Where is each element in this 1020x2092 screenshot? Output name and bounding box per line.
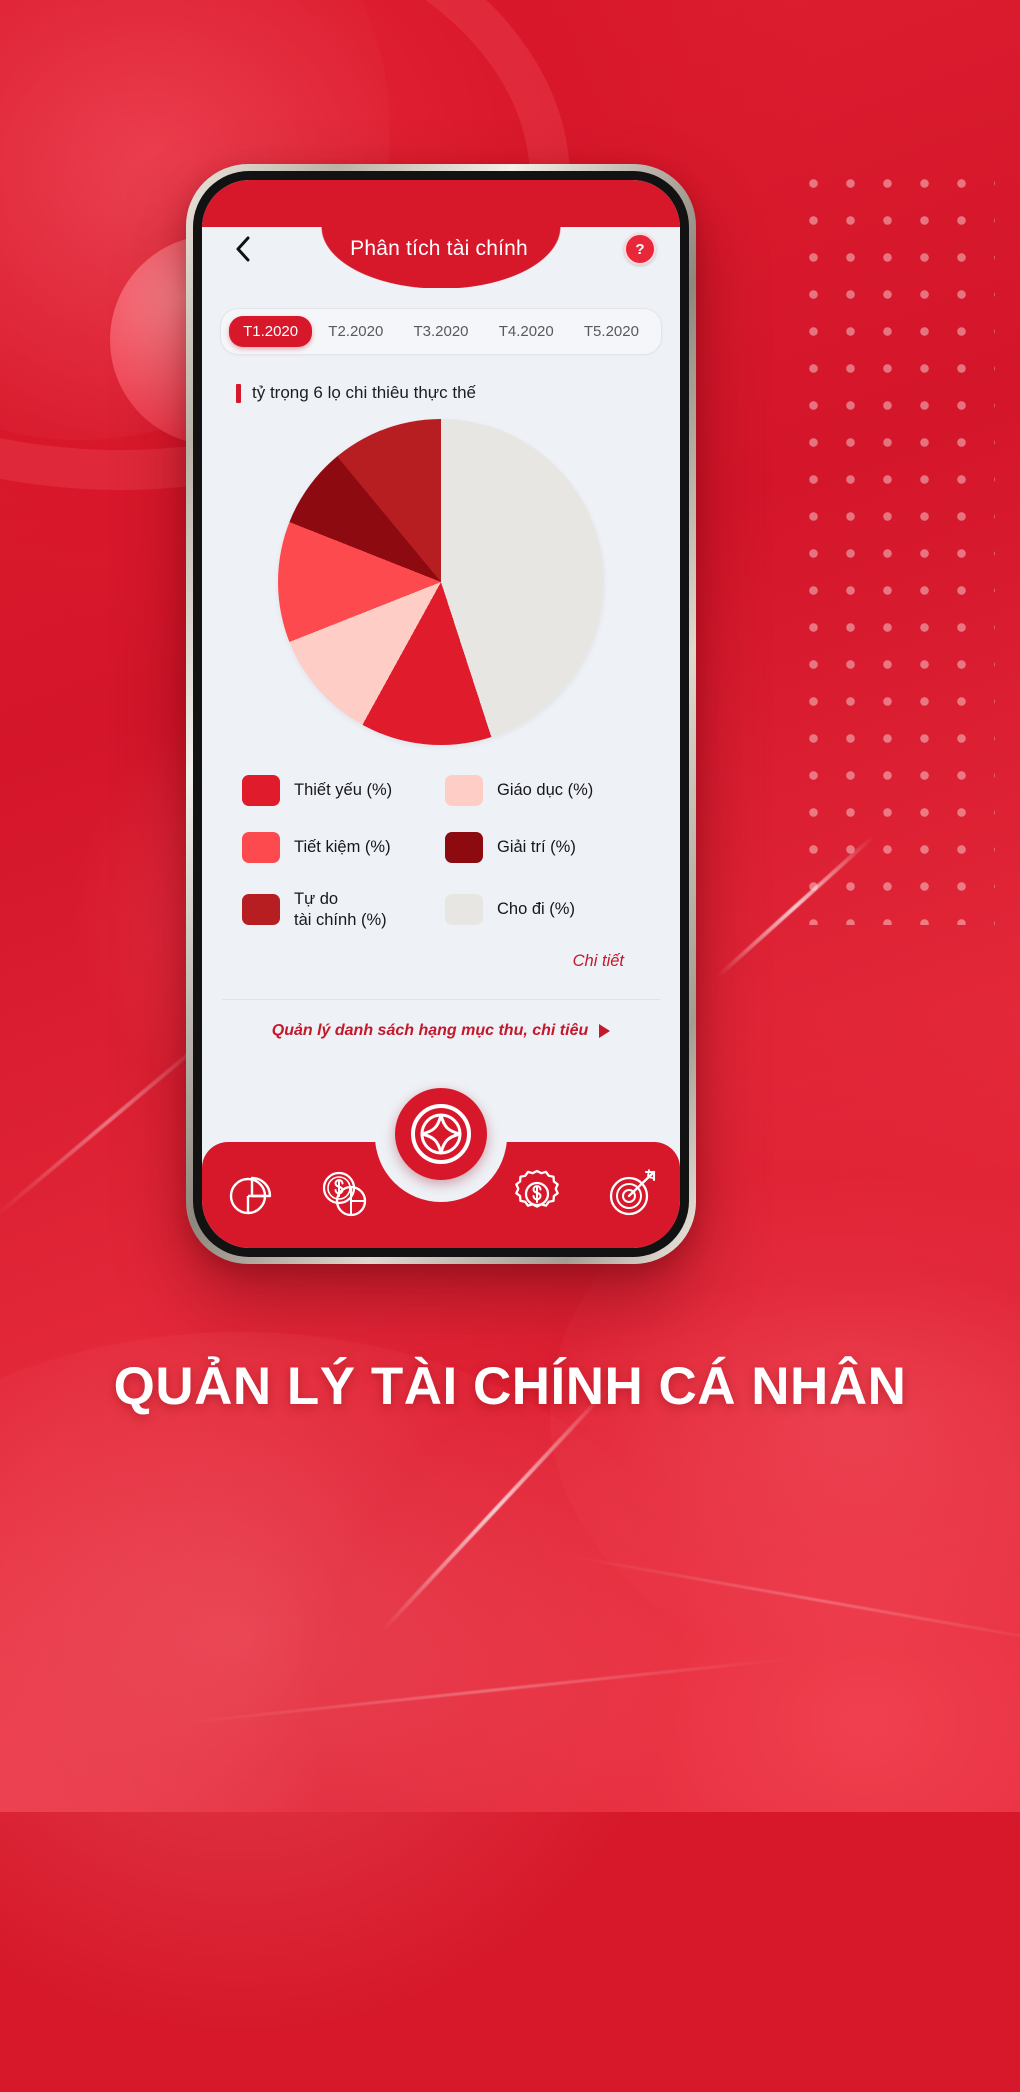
chart-title-text: tỷ trọng 6 lọ chi thiêu thực thế (252, 383, 477, 402)
gear-dollar-icon (510, 1167, 564, 1221)
tab-t4-2020[interactable]: T4.2020 (498, 323, 554, 340)
dot-grid-pattern (795, 165, 995, 925)
legend-label: Tự do tài chính (%) (294, 890, 387, 929)
legend-label: Cho đi (%) (497, 900, 575, 919)
tab-t5-2020[interactable]: T5.2020 (583, 323, 639, 340)
pie-chart[interactable] (278, 419, 604, 745)
light-streak-4 (181, 1656, 799, 1725)
manage-categories-link[interactable]: Quản lý danh sách hạng mục thu, chi tiêu (202, 1022, 680, 1040)
legend-label: Tiết kiệm (%) (294, 838, 391, 857)
legend-swatch (242, 775, 280, 806)
legend-label: Giải trí (%) (497, 838, 576, 857)
phone-mockup: Phân tích tài chính ? T1.2020 T2.2020 T3… (186, 164, 696, 1264)
month-tab-bar[interactable]: T1.2020 T2.2020 T3.2020 T4.2020 T5.2020 (220, 308, 662, 355)
app-logo-icon[interactable] (395, 1088, 487, 1180)
tab-t1-2020[interactable]: T1.2020 (229, 316, 313, 347)
page-title: Phân tích tài chính (350, 237, 528, 260)
legend-swatch (242, 832, 280, 863)
phone-bezel: Phân tích tài chính ? T1.2020 T2.2020 T3… (193, 171, 689, 1257)
chart-section-title: tỷ trọng 6 lọ chi thiêu thực thế (236, 383, 680, 403)
promo-headline: QUẢN LÝ TÀI CHÍNH CÁ NHÂN (113, 1357, 907, 1416)
tab-t3-2020[interactable]: T3.2020 (413, 323, 469, 340)
legend-item-giai-tri[interactable]: Giải trí (%) (445, 832, 640, 863)
legend-item-tu-do-tai-chinh[interactable]: Tự do tài chính (%) (242, 889, 437, 930)
phone-screen: Phân tích tài chính ? T1.2020 T2.2020 T3… (202, 180, 680, 1248)
chart-legend: Thiết yếu (%) Giáo dục (%) Tiết kiệm (%)… (242, 775, 640, 930)
header-notch (202, 227, 680, 289)
section-divider (222, 999, 660, 1001)
light-streak-5 (563, 1553, 1020, 1648)
nav-item-goals[interactable] (584, 1167, 680, 1221)
nav-item-settings[interactable] (489, 1167, 585, 1221)
nav-item-analytics[interactable] (202, 1168, 298, 1220)
detail-link[interactable]: Chi tiết (572, 952, 624, 971)
legend-label: Thiết yếu (%) (294, 781, 393, 800)
pie-chart-icon (224, 1168, 276, 1220)
pie-chart-container (202, 419, 680, 745)
legend-swatch (445, 775, 483, 806)
triangle-right-icon (599, 1024, 611, 1039)
manage-categories-label: Quản lý danh sách hạng mục thu, chi tiêu (271, 1022, 589, 1040)
target-arrow-icon (604, 1167, 660, 1221)
legend-label: Giáo dục (%) (497, 781, 594, 800)
legend-item-giao-duc[interactable]: Giáo dục (%) (445, 775, 640, 806)
legend-item-tiet-kiem[interactable]: Tiết kiệm (%) (242, 832, 437, 863)
legend-item-thiet-yeu[interactable]: Thiết yếu (%) (242, 775, 437, 806)
legend-swatch (242, 894, 280, 926)
nav-item-income[interactable] (298, 1167, 394, 1221)
tab-t2-2020[interactable]: T2.2020 (328, 323, 384, 340)
bottom-navigation (202, 1070, 680, 1248)
help-button[interactable]: ? (624, 233, 656, 265)
legend-swatch (445, 894, 483, 926)
legend-swatch (445, 832, 483, 863)
chevron-left-icon[interactable] (226, 232, 260, 266)
light-streak-2 (381, 1387, 609, 1633)
legend-item-cho-di[interactable]: Cho đi (%) (445, 889, 640, 930)
accent-bar-icon (236, 383, 241, 403)
background-swoop-3 (0, 1332, 740, 2092)
coin-chart-icon (318, 1167, 372, 1221)
app-header: Phân tích tài chính ? (202, 180, 680, 289)
